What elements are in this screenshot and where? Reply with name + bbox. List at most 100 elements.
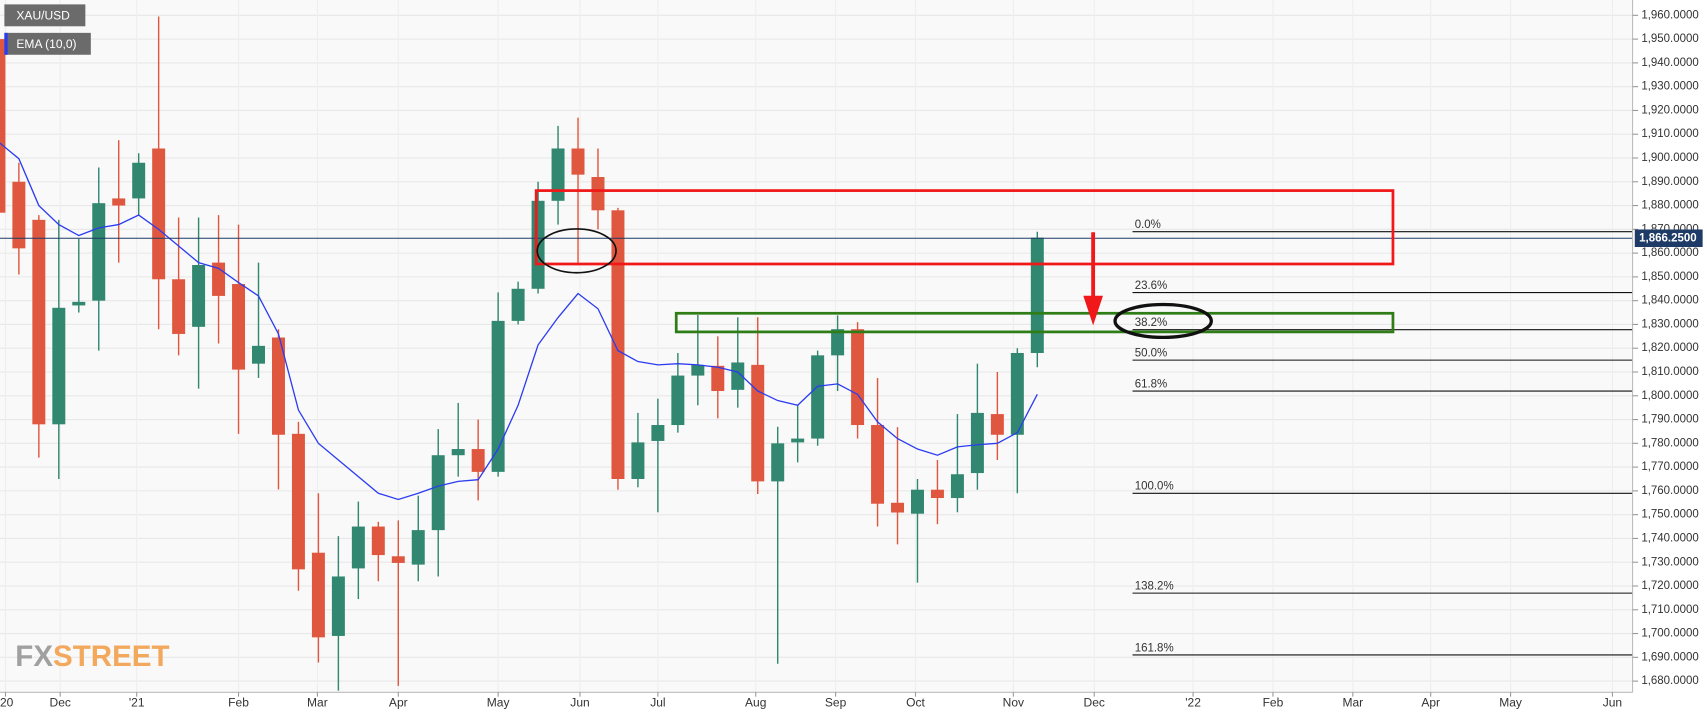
y-tick-label: 1,960.0000 (1641, 9, 1698, 21)
candle-body (771, 443, 785, 482)
fib-label: 23.6% (1135, 280, 1168, 292)
y-tick-label: 1,890.0000 (1641, 176, 1698, 188)
y-tick-label: 1,790.0000 (1641, 414, 1698, 426)
x-tick-label: Dec (1084, 695, 1105, 709)
x-tick-label: Dec (50, 695, 71, 709)
watermark: FX (15, 640, 53, 673)
x-tick-label: Jul (650, 695, 665, 709)
resistance-zone (534, 189, 1395, 266)
y-tick-label: 1,900.0000 (1641, 152, 1698, 164)
y-tick-label: 1,860.0000 (1641, 247, 1698, 259)
candle-body (271, 337, 285, 435)
y-tick-label: 1,840.0000 (1641, 295, 1698, 307)
x-tick-label: Mar (307, 695, 328, 709)
candle-body (291, 433, 305, 570)
x-tick-label: '21 (129, 695, 145, 709)
y-tick-label: 1,950.0000 (1641, 33, 1698, 45)
x-tick-label: '22 (1185, 695, 1201, 709)
last-price-label: 1,866.2500 (1639, 232, 1696, 244)
y-tick-label: 1,830.0000 (1641, 318, 1698, 330)
candle-body (451, 449, 465, 456)
y-tick-label: 1,750.0000 (1641, 509, 1698, 521)
x-tick-label: Apr (389, 695, 408, 709)
candle-body (950, 474, 964, 499)
candle-body (911, 489, 924, 514)
y-tick-label: 1,810.0000 (1641, 366, 1698, 378)
candle-body (192, 265, 206, 327)
candle-body (970, 412, 984, 474)
y-tick-label: 1,690.0000 (1641, 651, 1698, 663)
x-tick-label: Nov (1003, 695, 1024, 709)
candle-body (351, 526, 365, 569)
y-tick-label: 1,940.0000 (1641, 57, 1698, 69)
candle-body (411, 530, 425, 565)
legend-label: EMA (10,0) (16, 37, 76, 51)
legend-box (4, 4, 86, 27)
arrow-head (1083, 295, 1103, 326)
candle-body (551, 148, 565, 201)
ema-line (0, 142, 1038, 501)
candle-body (1010, 352, 1024, 435)
y-tick-label: 1,800.0000 (1641, 390, 1698, 402)
candle-body (232, 284, 246, 370)
y-tick-label: 1,880.0000 (1641, 200, 1698, 212)
fib-label: 38.2% (1135, 317, 1168, 329)
x-tick-label: Aug (745, 695, 766, 709)
marks (0, 16, 1633, 691)
x-tick-label: Oct (906, 695, 925, 709)
candle-body (691, 364, 705, 376)
y-tick-label: 1,710.0000 (1641, 604, 1698, 616)
candle-body (831, 329, 845, 356)
x-tick-label: Feb (1263, 695, 1284, 709)
candle-body (891, 502, 905, 513)
fib-label: 0.0% (1135, 219, 1161, 231)
legend-label: XAU/USD (16, 9, 70, 23)
candle-body (172, 279, 186, 334)
candle-body (671, 375, 685, 426)
x-tick-label: Mar (1342, 695, 1363, 709)
candle-body (12, 181, 26, 249)
candle-body (52, 307, 66, 425)
highlight-ellipse (1113, 302, 1213, 340)
y-tick-label: 1,920.0000 (1641, 104, 1698, 116)
x-tick-label: Jun (570, 695, 589, 709)
fib-label: 61.8% (1135, 378, 1168, 390)
last-price-box (1634, 229, 1703, 248)
candle-body (511, 288, 525, 321)
candle-body (491, 320, 505, 472)
fib-label: 100.0% (1135, 481, 1174, 493)
candle-body (990, 414, 1004, 435)
fib-label: 50.0% (1135, 348, 1168, 360)
annotations (534, 189, 1395, 340)
candle-body (92, 203, 106, 301)
x-tick-label: Apr (1421, 695, 1440, 709)
candle-body (711, 365, 725, 392)
y-tick-label: 1,730.0000 (1641, 556, 1698, 568)
candle-body (631, 442, 645, 479)
candle-body (811, 355, 825, 439)
candle-body (731, 362, 745, 390)
candle-body (252, 345, 265, 364)
y-tick-label: 1,760.0000 (1641, 485, 1698, 497)
candle-body (651, 425, 665, 441)
candle-body (331, 576, 345, 636)
y-tick-label: 1,700.0000 (1641, 628, 1698, 640)
legend-swatch (4, 32, 8, 55)
candle-body (571, 148, 585, 175)
candle-body (391, 556, 405, 563)
x-tick-label: Sep (825, 695, 847, 709)
candle-body (311, 552, 325, 638)
candle-body (132, 162, 146, 199)
support-zone (674, 311, 1395, 334)
candle-body (791, 438, 805, 443)
candle-body (611, 210, 625, 479)
y-tick-label: 1,740.0000 (1641, 532, 1698, 544)
axes: 1,680.0000 1,690.0000 1,700.0000 1,710.0000… (0, 9, 1703, 709)
y-tick-label: 1,820.0000 (1641, 342, 1698, 354)
watermark: STREET (53, 640, 170, 673)
y-tick-label: 1,770.0000 (1641, 461, 1698, 473)
x-tick-label: May (1499, 695, 1522, 709)
y-tick-label: 1,910.0000 (1641, 128, 1698, 140)
legend-box (4, 32, 91, 55)
